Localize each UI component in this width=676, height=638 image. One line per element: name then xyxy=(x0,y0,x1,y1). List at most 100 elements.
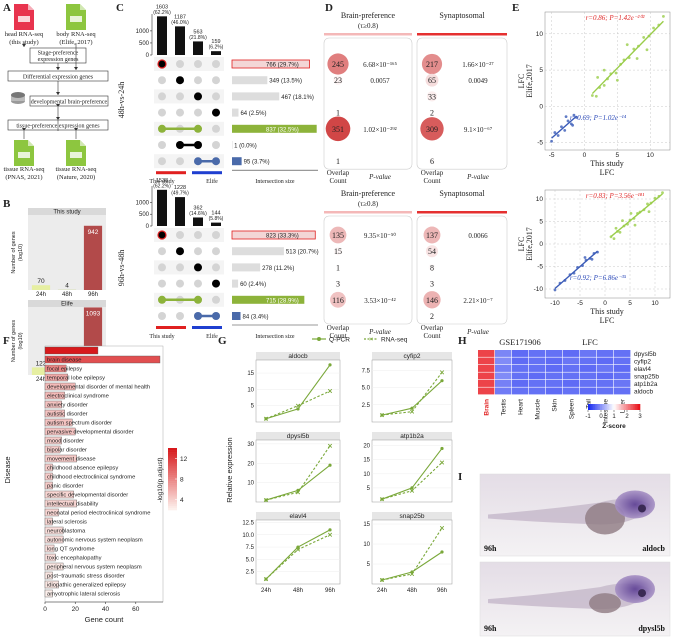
point xyxy=(560,125,563,129)
legend-swatch xyxy=(168,464,177,467)
category-label: focal epilepsy xyxy=(47,367,82,373)
count-label: 3 xyxy=(430,280,434,289)
legend-swatch xyxy=(168,450,177,453)
category-label: electroclinical syndrome xyxy=(47,394,109,400)
heat-cell xyxy=(580,387,597,395)
arrow-head xyxy=(56,92,60,95)
set-size-label: 144 xyxy=(211,211,220,217)
empty-dot xyxy=(212,124,220,133)
marker xyxy=(440,379,444,383)
source-label: (Elife, 2017) xyxy=(59,39,92,46)
x-tick-label: 24h xyxy=(377,588,387,594)
source-label: tissue RNA-seq xyxy=(56,166,98,173)
point xyxy=(602,68,606,72)
y-axis-label: Elife,2017 xyxy=(525,227,534,261)
p-value: 9.35×10⁻⁵⁰ xyxy=(364,232,396,240)
count-circle xyxy=(429,109,435,116)
stage-label: 96h xyxy=(484,544,497,553)
heat-cell xyxy=(512,372,529,380)
marker xyxy=(410,406,414,410)
legend-swatch xyxy=(589,404,592,410)
heat-cell xyxy=(597,372,614,380)
empty-dot xyxy=(212,92,220,101)
empty-dot xyxy=(194,108,202,117)
empty-dot xyxy=(176,92,184,101)
intersection-label: 766 (29.7%) xyxy=(266,63,299,69)
set-bar xyxy=(175,26,185,55)
point xyxy=(629,212,633,215)
heat-cell xyxy=(546,350,563,357)
y-tick-label: 0 xyxy=(146,53,150,59)
bar xyxy=(44,454,77,463)
gene-label: dpysl5b xyxy=(638,624,665,633)
bar xyxy=(44,427,76,436)
eye xyxy=(638,504,646,513)
row-label: elavl4 xyxy=(634,366,651,373)
legend-label: Q-PCR xyxy=(329,337,350,344)
member-dot xyxy=(212,312,220,320)
legend-swatch xyxy=(168,489,177,492)
legend-swatch xyxy=(627,404,630,410)
empty-dot xyxy=(158,92,166,101)
x-tick-label: 5 xyxy=(616,152,620,159)
p-value: 0.0057 xyxy=(370,77,390,85)
point xyxy=(646,202,649,206)
category-label: autonomic nervous system neoplasm xyxy=(47,538,143,544)
panel-label: E xyxy=(512,2,519,14)
legend-swatch xyxy=(168,495,177,498)
legend-swatch xyxy=(168,470,177,474)
stage-label: 96h xyxy=(484,624,497,633)
y-tick-label: 0 xyxy=(146,224,150,230)
file-fold xyxy=(80,140,86,146)
intersection-label: 95 (3.7%) xyxy=(244,160,270,166)
intersection-label: 1 (0.0%) xyxy=(234,144,257,150)
bar xyxy=(44,526,64,535)
y-tick-label: 10 xyxy=(536,31,544,38)
y-tick-label: 15 xyxy=(363,522,370,528)
value-label: 4 xyxy=(65,283,69,290)
p-value: 3.53×10⁻⁴² xyxy=(364,297,395,305)
x-tick-label: 24h xyxy=(36,377,46,383)
point xyxy=(635,57,639,60)
count-circle xyxy=(429,280,435,287)
file-lines xyxy=(18,152,30,158)
legend-swatch xyxy=(608,404,611,410)
category-label: autistic disorder xyxy=(47,412,88,418)
y-tick-label: 10 xyxy=(363,542,370,548)
bar xyxy=(44,472,53,481)
empty-dot xyxy=(176,312,184,320)
heat-cell xyxy=(546,372,563,380)
group-label: This study xyxy=(149,334,174,340)
set-percent-label: (62.2%) xyxy=(153,183,171,189)
set-bar xyxy=(211,222,221,226)
file-lines xyxy=(18,16,30,22)
comparison-title: 48h-vs-24h xyxy=(117,82,126,118)
intersection-bar xyxy=(232,141,233,149)
marker xyxy=(327,443,333,448)
bar xyxy=(44,346,99,355)
point xyxy=(625,43,629,47)
plot-title: dpysl5b xyxy=(287,433,310,440)
strip xyxy=(372,512,452,520)
bar xyxy=(44,508,59,517)
intersection-bar xyxy=(231,59,310,69)
count-label: 245 xyxy=(332,60,344,69)
point xyxy=(602,83,606,87)
point xyxy=(594,94,598,98)
row-band xyxy=(154,260,224,275)
row-band xyxy=(154,228,224,242)
bar xyxy=(44,562,64,571)
source-label: body RNA-seq xyxy=(56,31,96,38)
y-tick-label: 5 xyxy=(367,562,371,568)
column-header: Overlap xyxy=(327,324,350,332)
source-label: tissue RNA-seq xyxy=(4,166,46,173)
y-axis-label: LFC xyxy=(517,74,526,89)
marker xyxy=(409,571,415,577)
legend-swatch xyxy=(598,404,601,410)
set-size-label: 1228 xyxy=(174,185,186,191)
set-percent-label: (49.7%) xyxy=(171,191,189,197)
heat-cell xyxy=(597,350,614,357)
marker xyxy=(440,550,444,554)
member-dot xyxy=(194,295,202,304)
